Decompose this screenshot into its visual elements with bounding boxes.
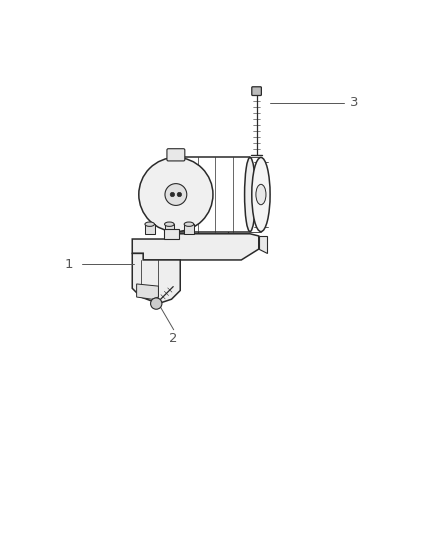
Ellipse shape xyxy=(244,157,255,232)
Polygon shape xyxy=(136,284,158,299)
FancyBboxPatch shape xyxy=(251,87,261,95)
Circle shape xyxy=(165,183,186,205)
Bar xyxy=(164,224,174,234)
Text: 3: 3 xyxy=(350,96,358,109)
Polygon shape xyxy=(258,236,267,253)
Circle shape xyxy=(177,192,181,197)
Bar xyxy=(145,224,154,234)
Ellipse shape xyxy=(255,184,265,205)
Polygon shape xyxy=(132,253,180,304)
Polygon shape xyxy=(132,234,258,260)
Ellipse shape xyxy=(184,222,193,227)
Text: 2: 2 xyxy=(169,332,177,345)
Circle shape xyxy=(170,192,174,197)
Bar xyxy=(163,229,179,239)
Ellipse shape xyxy=(145,222,154,227)
Text: 1: 1 xyxy=(65,258,73,271)
Ellipse shape xyxy=(164,222,174,227)
Ellipse shape xyxy=(251,157,269,232)
Bar xyxy=(184,224,193,234)
Circle shape xyxy=(150,298,162,309)
Circle shape xyxy=(138,157,212,232)
FancyBboxPatch shape xyxy=(166,149,184,161)
